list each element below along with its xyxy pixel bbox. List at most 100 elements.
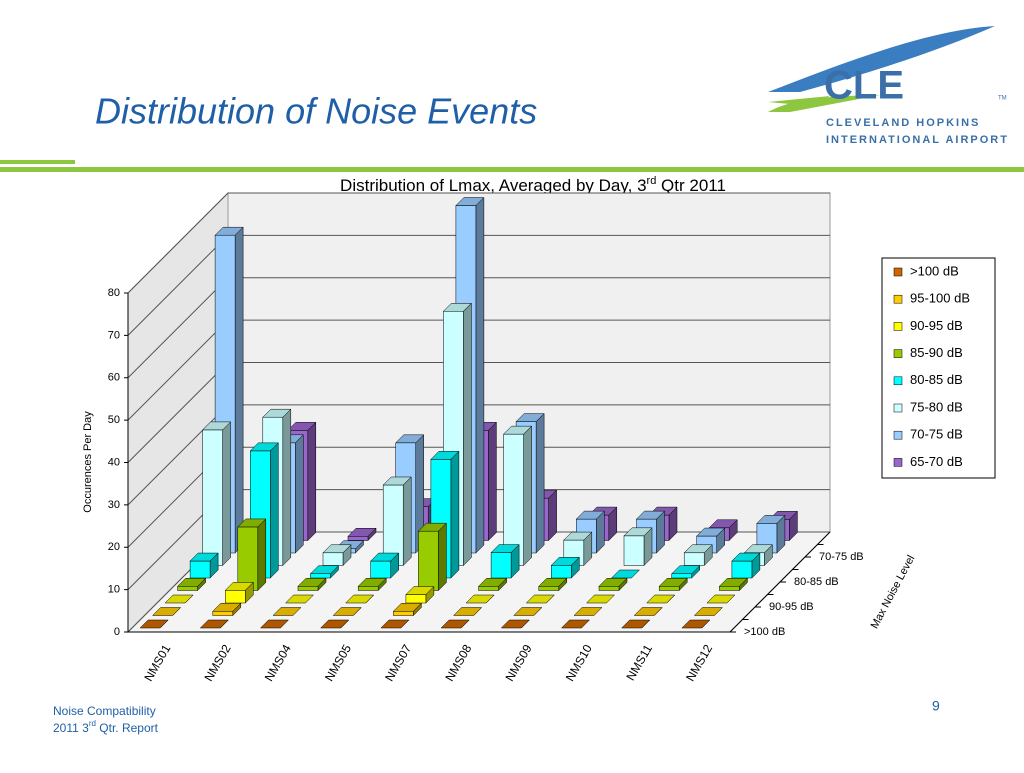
bar-top — [395, 434, 425, 444]
y-tick-label: 50 — [108, 414, 120, 426]
bar-top — [633, 607, 663, 616]
bar-front — [177, 586, 198, 591]
bar-front — [658, 586, 680, 591]
bar — [621, 619, 651, 629]
bar — [272, 607, 302, 616]
bar-front — [310, 573, 331, 579]
bar — [347, 527, 377, 542]
bar — [671, 565, 701, 579]
bar — [392, 602, 423, 617]
legend-swatch — [893, 322, 903, 331]
bar-front — [202, 429, 223, 566]
footer-part: 2011 3 — [53, 721, 89, 735]
bar-top — [262, 408, 292, 418]
bar-top — [201, 421, 232, 431]
bar — [560, 619, 591, 629]
bar-top — [284, 594, 315, 604]
logo-swoosh — [768, 95, 880, 112]
bar-top — [392, 603, 423, 612]
legend-swatch — [893, 267, 903, 277]
bar-side — [234, 226, 244, 554]
bar-top — [176, 578, 207, 587]
bar-top — [322, 544, 352, 554]
y-tick-label: 10 — [108, 584, 120, 596]
bar-top — [718, 578, 749, 587]
bar-top — [272, 607, 302, 616]
bar-front — [322, 552, 344, 566]
bar — [259, 619, 290, 629]
bar-top — [430, 451, 460, 460]
bar — [345, 594, 375, 604]
bar-side — [523, 425, 532, 567]
bar-front — [393, 611, 414, 616]
bar-front — [551, 565, 572, 579]
bar-top — [189, 552, 219, 562]
bar-front — [189, 560, 211, 579]
bar-side — [270, 442, 279, 579]
bar-top — [357, 578, 387, 587]
legend-label: 65-70 dB — [910, 454, 963, 469]
bar-front — [418, 530, 439, 591]
bar-side — [450, 450, 460, 579]
bar — [525, 594, 555, 604]
bar-top — [320, 619, 350, 629]
bar — [237, 518, 267, 592]
bar — [284, 594, 315, 604]
bar-top — [646, 594, 676, 604]
bar-side — [463, 302, 472, 567]
bar — [139, 619, 169, 629]
bar-side — [402, 476, 412, 567]
legend-swatch — [893, 430, 903, 440]
bar-top — [345, 594, 375, 604]
bar-front — [719, 586, 740, 591]
bar — [465, 594, 495, 604]
bar-top — [164, 594, 194, 604]
y-axis-title: Occurences Per Day — [82, 411, 94, 513]
bar-front — [357, 586, 379, 591]
footer-text: 2011 3rd Qtr. Report — [53, 719, 159, 735]
bar-top — [623, 527, 653, 537]
bar — [151, 607, 182, 616]
bar — [502, 425, 533, 567]
bar-top — [490, 544, 520, 553]
bar-top — [382, 476, 412, 486]
bar — [633, 607, 663, 616]
bar-top — [502, 425, 533, 435]
bar — [573, 607, 603, 616]
bar-front — [490, 552, 512, 579]
bar-top — [405, 586, 435, 595]
bar-top — [683, 544, 713, 554]
bar-top — [563, 531, 593, 541]
bar — [212, 602, 242, 617]
bar-top — [706, 594, 736, 604]
bar-side — [307, 421, 317, 542]
logo-line: INTERNATIONAL AIRPORT — [826, 134, 1009, 146]
bar — [440, 619, 470, 629]
bar-top — [370, 552, 400, 562]
bar — [322, 544, 352, 567]
bar-top — [681, 619, 711, 629]
bar-top — [442, 303, 473, 312]
bar — [500, 619, 530, 629]
bar — [490, 543, 520, 579]
bar-top — [287, 422, 317, 431]
bar — [370, 552, 400, 579]
title-part: Qtr 2011 — [656, 176, 726, 195]
bar-front — [538, 586, 560, 591]
bar-top — [455, 197, 485, 206]
bar-top — [573, 607, 603, 616]
y-tick-label: 20 — [108, 541, 120, 553]
footer-part: Qtr. Report — [96, 721, 159, 735]
z-tick-label: 90-95 dB — [769, 601, 814, 613]
bar — [332, 607, 362, 616]
bar-top — [693, 607, 724, 616]
bar-top — [585, 594, 616, 604]
z-tick-label: 80-85 dB — [794, 576, 839, 588]
bar-top — [199, 619, 229, 629]
bar — [417, 522, 448, 592]
logo-swoosh — [768, 26, 995, 92]
y-tick-label: 40 — [108, 456, 120, 468]
title-part: Distribution of Lmax, Averaged by Day, 3 — [340, 176, 646, 195]
bar-top — [212, 603, 242, 612]
bar — [297, 577, 327, 592]
